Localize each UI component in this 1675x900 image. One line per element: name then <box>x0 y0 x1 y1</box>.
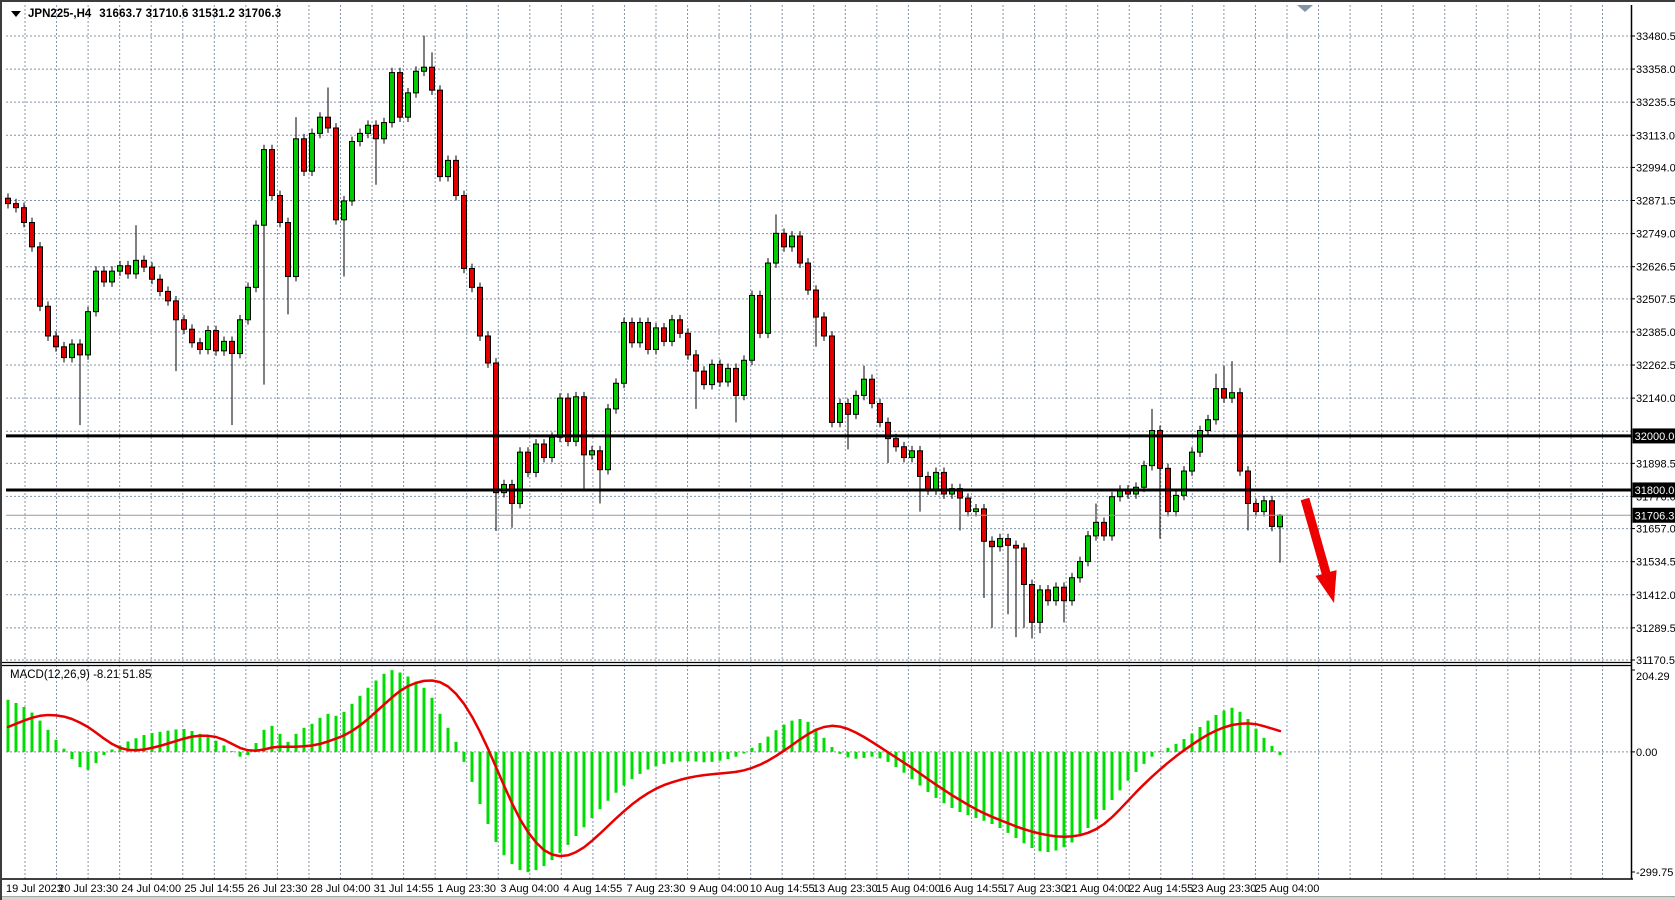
time-tick-label: 25 Jul 14:55 <box>184 883 244 895</box>
time-tick-label: 9 Aug 04:00 <box>690 883 749 895</box>
symbol-selector[interactable]: JPN225-,H4 31663.7 31710.6 31531.2 31706… <box>8 6 281 22</box>
axes <box>2 5 1633 880</box>
grid-horizontal <box>6 35 1631 753</box>
symbol-dropdown-icon[interactable] <box>11 11 21 17</box>
price-tick-label: 33235.5 <box>1636 97 1675 109</box>
time-tick-label: 20 Jul 23:30 <box>58 883 118 895</box>
price-tick-label: 33358.0 <box>1636 64 1675 76</box>
macd-tick-label: 204.29 <box>1636 671 1670 683</box>
macd-signal-line <box>6 679 1282 858</box>
price-tick-label: 33113.0 <box>1636 130 1675 142</box>
symbol-title: JPN225-,H4 <box>28 8 92 20</box>
price-tick-label: 32385.0 <box>1636 327 1675 339</box>
price-axis-labels[interactable]: 33480.5 33358.0 33235.5 33113.0 32994.0 32871… <box>1631 31 1675 667</box>
time-tick-label: 31 Jul 14:55 <box>374 883 434 895</box>
candlesticks <box>5 35 1283 639</box>
time-tick-label: 24 Jul 04:00 <box>121 883 181 895</box>
time-tick-label: 1 Aug 23:30 <box>437 883 496 895</box>
trend-arrow-annotation[interactable] <box>1300 497 1337 603</box>
time-tick-label: 7 Aug 23:30 <box>627 883 686 895</box>
price-badge-label: 31706.3 <box>1635 510 1675 522</box>
price-tick-label: 32871.5 <box>1636 196 1675 208</box>
price-tick-label: 32994.0 <box>1636 162 1675 174</box>
time-tick-label: 3 Aug 04:00 <box>500 883 559 895</box>
macd-indicator-label: MACD(12,26,9) -8.21 51.85 <box>10 669 152 681</box>
time-tick-label: 17 Aug 23:30 <box>1002 883 1067 895</box>
macd-tick-label: 0.00 <box>1636 747 1657 759</box>
time-tick-label: 10 Aug 14:55 <box>750 883 815 895</box>
price-tick-label: 31170.5 <box>1636 655 1675 667</box>
time-tick-label: 19 Jul 2023 <box>6 883 63 895</box>
price-tick-label: 32626.5 <box>1636 262 1675 274</box>
macd-histogram <box>6 670 1282 873</box>
shift-marker-icon[interactable] <box>1297 5 1313 12</box>
time-tick-label: 4 Aug 14:55 <box>564 883 623 895</box>
price-tick-label: 31534.5 <box>1636 557 1675 569</box>
price-tick-label: 32749.0 <box>1636 229 1675 241</box>
time-tick-label: 16 Aug 14:55 <box>939 883 1004 895</box>
time-tick-label: 26 Jul 23:30 <box>247 883 307 895</box>
grid-vertical <box>24 5 1603 879</box>
level-lines[interactable] <box>6 434 1631 516</box>
time-tick-label: 13 Aug 23:30 <box>813 883 878 895</box>
price-badge-label: 31800.0 <box>1635 485 1675 497</box>
macd-tick-label: -299.75 <box>1636 867 1673 879</box>
time-tick-label: 28 Jul 04:00 <box>311 883 371 895</box>
macd-axis-labels[interactable]: 204.29 0.00 -299.75 <box>1631 669 1673 879</box>
price-tick-label: 31289.5 <box>1636 623 1675 635</box>
price-tick-label: 32507.5 <box>1636 294 1675 306</box>
time-tick-label: 23 Aug 23:30 <box>1191 883 1256 895</box>
time-tick-label: 22 Aug 14:55 <box>1128 883 1193 895</box>
price-tick-label: 32262.5 <box>1636 360 1675 372</box>
price-badges: 32000.0 31800.0 31706.3 <box>1632 428 1675 523</box>
price-badge-label: 32000.0 <box>1635 431 1675 443</box>
price-tick-label: 31657.0 <box>1636 524 1675 536</box>
time-tick-label: 15 Aug 04:00 <box>876 883 941 895</box>
ohlc-readout: 31663.7 31710.6 31531.2 31706.3 <box>99 8 282 20</box>
time-tick-label: 21 Aug 04:00 <box>1065 883 1130 895</box>
price-tick-label: 33480.5 <box>1636 31 1675 43</box>
window-bottom-edge <box>2 896 1675 900</box>
time-tick-label: 25 Aug 04:00 <box>1255 883 1320 895</box>
price-tick-label: 31412.0 <box>1636 590 1675 602</box>
panel-separator[interactable] <box>2 661 1631 667</box>
price-tick-label: 31898.5 <box>1636 458 1675 470</box>
price-tick-label: 32140.0 <box>1636 393 1675 405</box>
